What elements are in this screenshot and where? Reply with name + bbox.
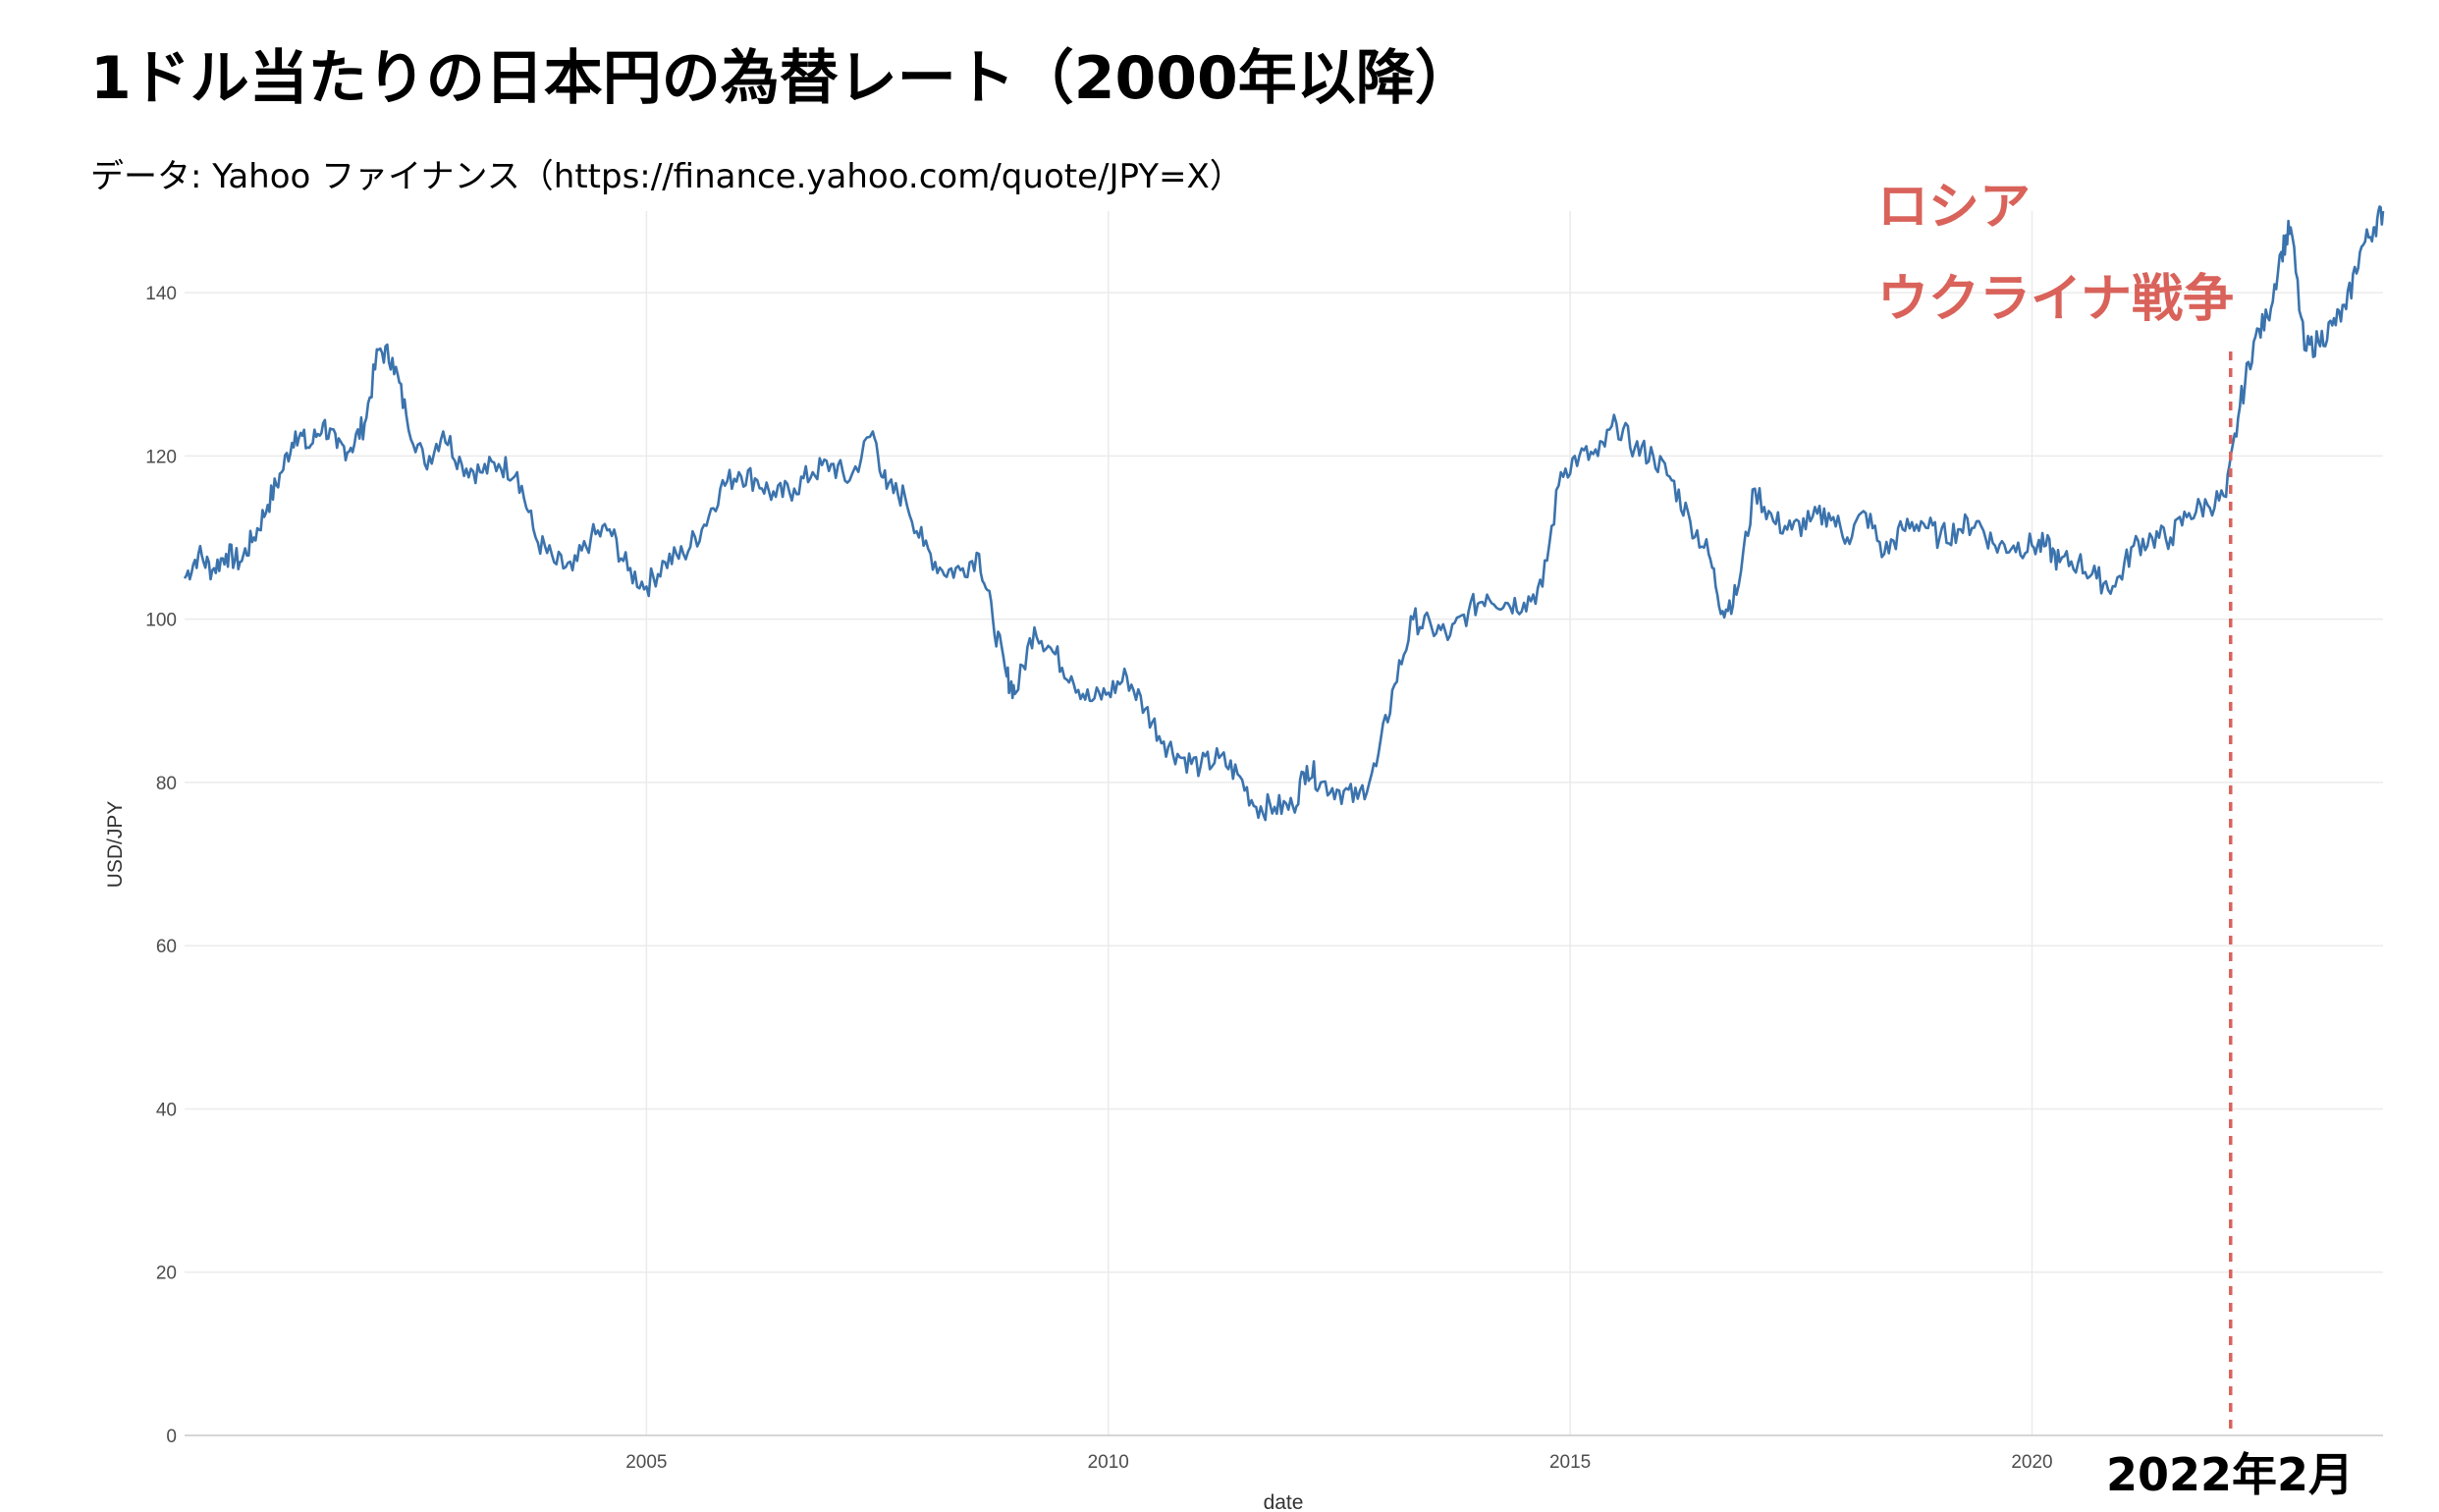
- y-tick-label: 80: [156, 774, 177, 794]
- x-tick-label: 2010: [1088, 1452, 1129, 1473]
- chart-title: 1ドル当たりの日本円の為替レート（2000年以降）: [90, 44, 1474, 113]
- y-tick-label: 100: [145, 611, 177, 631]
- x-tick-label: 2015: [1549, 1452, 1591, 1473]
- y-tick-label: 0: [166, 1427, 177, 1447]
- y-tick-labels: 0 20 40 60 80 100 120 140: [145, 284, 177, 1447]
- y-tick-label: 40: [156, 1100, 177, 1120]
- x-axis-title: date: [1264, 1491, 1304, 1512]
- grid-lines: [185, 211, 2383, 1436]
- y-tick-label: 60: [156, 937, 177, 957]
- y-tick-label: 140: [145, 284, 177, 304]
- y-tick-label: 120: [145, 447, 177, 467]
- chart-subtitle: データ: Yahoo ファイナンス（https://finance.yahoo.…: [90, 157, 1243, 196]
- y-axis-title: USD/JPY: [104, 801, 127, 889]
- event-label-line1: ロシア: [1877, 178, 2031, 237]
- event-label-line2: ウクライナ戦争: [1877, 270, 2234, 329]
- y-tick-label: 20: [156, 1264, 177, 1284]
- usd-jpy-series-line: [183, 205, 2385, 822]
- x-tick-labels: 2005 2010 2015 2020: [625, 1452, 2052, 1473]
- x-tick-label: 2020: [2011, 1452, 2052, 1473]
- x-tick-label: 2005: [625, 1452, 667, 1473]
- event-date-label: 2022年2月: [2106, 1448, 2354, 1501]
